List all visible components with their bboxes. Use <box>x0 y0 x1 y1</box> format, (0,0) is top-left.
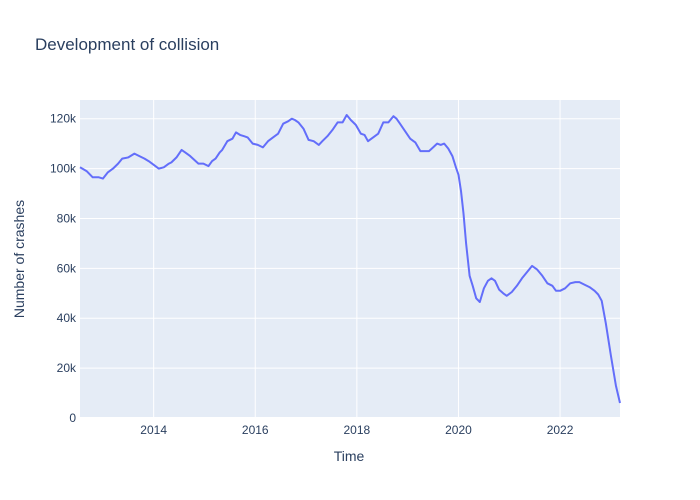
x-tick-label: 2016 <box>242 423 269 437</box>
x-axis-title: Time <box>334 448 365 464</box>
grid-lines <box>80 100 620 419</box>
y-tick-label: 60k <box>57 261 77 275</box>
y-tick-label: 40k <box>57 311 77 325</box>
tick-labels: 2014 2016 2018 2020 2022 0 20k 40k 60k 80k 100k 120… <box>50 112 574 437</box>
y-axis-title: Number of crashes <box>11 200 27 318</box>
plot-area <box>80 100 620 418</box>
y-tick-label: 0 <box>69 411 76 425</box>
x-tick-label: 2022 <box>547 423 574 437</box>
x-tick-label: 2014 <box>140 423 167 437</box>
series-line <box>79 114 621 404</box>
x-tick-label: 2018 <box>344 423 371 437</box>
y-tick-label: 80k <box>57 211 77 225</box>
y-tick-label: 120k <box>50 112 77 126</box>
chart-title: Development of collision <box>35 35 219 54</box>
y-tick-label: 100k <box>50 162 77 176</box>
series-layer <box>79 114 621 404</box>
y-tick-label: 20k <box>57 361 77 375</box>
x-tick-label: 2020 <box>445 423 472 437</box>
